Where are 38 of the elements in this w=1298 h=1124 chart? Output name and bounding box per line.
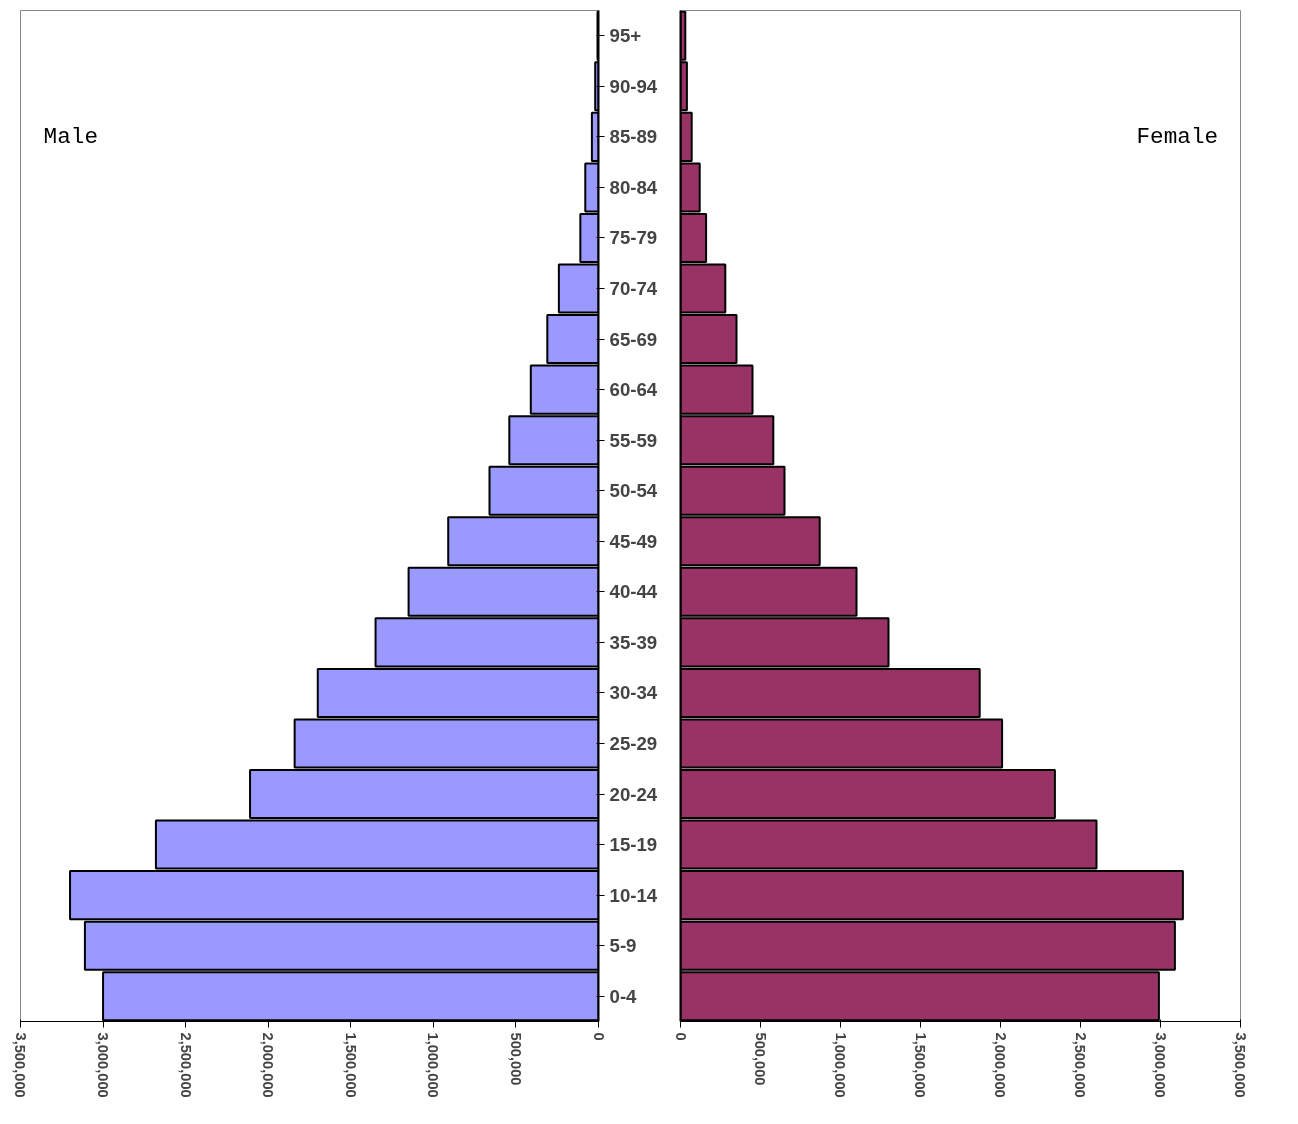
text: Male xyxy=(43,123,99,150)
y-tick-label: 55-59 xyxy=(609,429,658,451)
y-tick-label: 75-79 xyxy=(609,227,658,249)
text: Female xyxy=(1136,123,1219,150)
x-tick-label: 2,500,000 xyxy=(177,1032,194,1098)
y-tick-label: 30-34 xyxy=(609,682,658,704)
x-tick-label: 1,000,000 xyxy=(425,1032,442,1098)
x-tick-label: 3,000,000 xyxy=(95,1032,112,1098)
y-tick-label: 35-39 xyxy=(609,631,658,653)
y-tick-label: 80-84 xyxy=(609,176,658,198)
y-tick-label: 50-54 xyxy=(609,480,658,502)
y-tick-label: 25-29 xyxy=(609,732,658,754)
y-tick-label: 90-94 xyxy=(609,75,658,97)
x-tick-label: 2,500,000 xyxy=(1072,1032,1089,1098)
x-tick-label: 3,500,000 xyxy=(12,1032,29,1098)
y-tick-label: 0-4 xyxy=(609,985,638,1007)
y-tick-label: 85-89 xyxy=(609,126,658,148)
y-tick-label: 40-44 xyxy=(609,581,658,603)
x-tick-label: 500,000 xyxy=(752,1032,769,1086)
y-tick-label: 70-74 xyxy=(609,278,658,300)
x-tick-label: 500,000 xyxy=(507,1032,524,1086)
x-tick-label: 3,000,000 xyxy=(1152,1032,1169,1098)
x-tick-label: 0 xyxy=(672,1032,689,1041)
x-tick-label: 1,500,000 xyxy=(342,1032,359,1098)
y-tick-label: 15-19 xyxy=(609,834,658,856)
y-tick-label: 95+ xyxy=(609,25,642,47)
x-tick-label: 2,000,000 xyxy=(992,1032,1009,1098)
y-tick-label: 20-24 xyxy=(609,783,658,805)
y-tick-label: 10-14 xyxy=(609,884,658,906)
x-tick-label: 3,500,000 xyxy=(1232,1032,1249,1098)
y-tick-label: 65-69 xyxy=(609,328,658,350)
y-tick-label: 5-9 xyxy=(609,935,637,957)
x-tick-label: 0 xyxy=(590,1032,607,1041)
y-tick-label: 60-64 xyxy=(609,379,658,401)
x-tick-label: 2,000,000 xyxy=(260,1032,277,1098)
x-tick-label: 1,500,000 xyxy=(912,1032,929,1098)
x-tick-label: 1,000,000 xyxy=(832,1032,849,1098)
y-tick-label: 45-49 xyxy=(609,530,658,552)
